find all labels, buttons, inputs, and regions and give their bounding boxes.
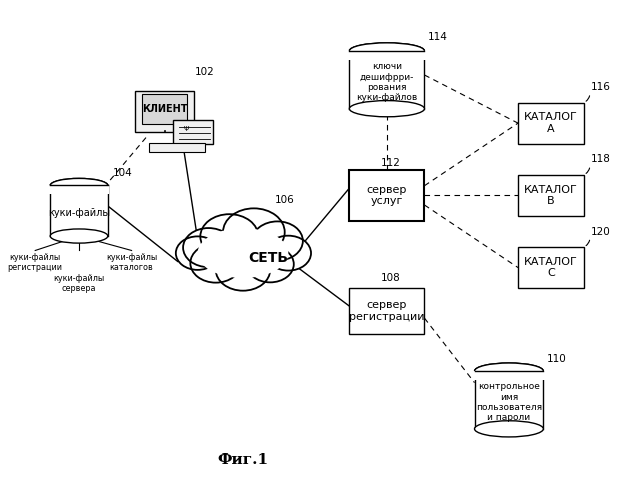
- Bar: [518, 175, 584, 216]
- Bar: [473, 370, 545, 380]
- Circle shape: [190, 244, 241, 282]
- Bar: [349, 288, 424, 334]
- Bar: [49, 185, 109, 193]
- Text: сервер
услуг: сервер услуг: [367, 185, 407, 206]
- Text: 120: 120: [591, 226, 611, 237]
- Circle shape: [266, 236, 311, 271]
- Text: 104: 104: [113, 169, 132, 178]
- Ellipse shape: [474, 363, 543, 379]
- Bar: [149, 143, 205, 151]
- Bar: [348, 50, 426, 60]
- Bar: [349, 170, 424, 221]
- Text: 116: 116: [591, 82, 611, 92]
- Text: куки-файлы: куки-файлы: [48, 208, 110, 218]
- Circle shape: [223, 208, 285, 256]
- Text: 106: 106: [275, 195, 294, 205]
- Circle shape: [246, 246, 294, 282]
- Ellipse shape: [50, 229, 108, 243]
- Bar: [135, 91, 195, 131]
- Text: Ψ: Ψ: [184, 127, 189, 132]
- Text: 118: 118: [591, 154, 611, 164]
- Text: Фиг.1: Фиг.1: [218, 453, 269, 468]
- Circle shape: [252, 222, 303, 261]
- Bar: [474, 371, 543, 429]
- Text: ключи
дешифрри-
рования
куки-файлов: ключи дешифрри- рования куки-файлов: [356, 62, 417, 102]
- Text: 114: 114: [428, 32, 447, 42]
- Bar: [173, 120, 213, 144]
- Text: 108: 108: [381, 273, 401, 283]
- Circle shape: [183, 228, 234, 267]
- Text: куки-файлы
регистрации: куки-файлы регистрации: [8, 253, 63, 272]
- Text: КЛИЕНТ: КЛИЕНТ: [142, 104, 188, 113]
- Ellipse shape: [349, 101, 424, 117]
- Bar: [518, 103, 584, 144]
- Circle shape: [176, 236, 220, 270]
- Ellipse shape: [349, 43, 424, 59]
- Text: сервер
регистрации: сервер регистрации: [349, 300, 425, 322]
- Ellipse shape: [50, 178, 108, 192]
- Bar: [50, 186, 108, 236]
- Circle shape: [216, 249, 270, 291]
- Text: куки-файлы
сервера: куки-файлы сервера: [53, 274, 105, 293]
- Ellipse shape: [474, 421, 543, 437]
- Text: контрольное
имя
пользователя
и пароли: контрольное имя пользователя и пароли: [476, 382, 542, 423]
- Text: 112: 112: [381, 158, 401, 168]
- Text: куки-файлы
каталогов: куки-файлы каталогов: [106, 253, 157, 272]
- Text: 102: 102: [195, 67, 214, 77]
- Bar: [518, 247, 584, 288]
- Text: КАТАЛОГ
В: КАТАЛОГ В: [524, 185, 578, 206]
- Text: КАТАЛОГ
А: КАТАЛОГ А: [524, 112, 578, 134]
- Bar: [142, 94, 188, 124]
- Text: 110: 110: [547, 354, 566, 364]
- Ellipse shape: [198, 228, 289, 278]
- Text: КАТАЛОГ
С: КАТАЛОГ С: [524, 257, 578, 279]
- Bar: [349, 51, 424, 109]
- Circle shape: [200, 214, 259, 259]
- Text: СЕТЬ: СЕТЬ: [248, 251, 288, 265]
